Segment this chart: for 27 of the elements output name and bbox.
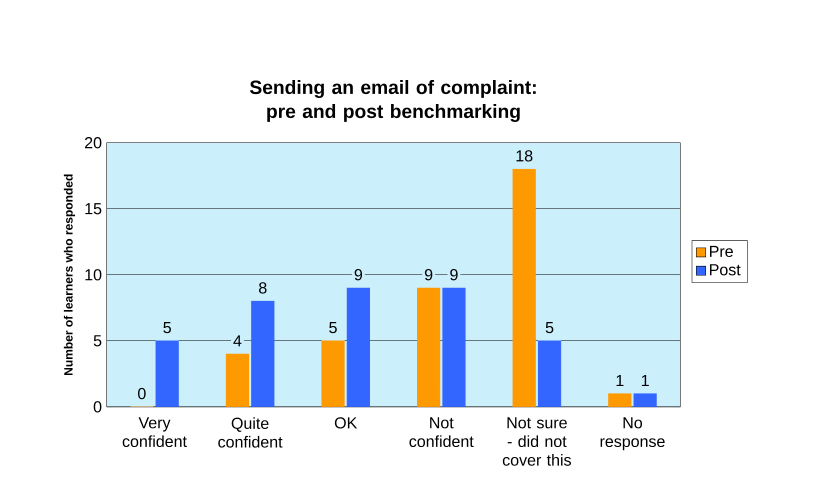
x-tick-label: Not confident <box>409 417 474 447</box>
y-tick-label: 5 <box>94 335 102 346</box>
legend-label: Pre <box>710 246 733 257</box>
y-tick-label: 0 <box>94 401 102 412</box>
x-tick-label: Not sure - did not cover this <box>502 417 571 466</box>
y-axis-title: Number of learners who responded <box>64 174 76 375</box>
data-label: 9 <box>424 268 432 280</box>
legend-label: Post <box>710 264 741 276</box>
data-label: 0 <box>138 388 146 400</box>
data-label: 5 <box>163 322 171 334</box>
x-tick-label: Very confident <box>122 417 187 447</box>
data-label: 1 <box>642 374 649 386</box>
y-tick-label: 10 <box>85 269 102 280</box>
data-label: 4 <box>233 335 242 346</box>
data-label: 8 <box>259 282 267 294</box>
data-label: 5 <box>329 322 337 334</box>
data-label: 9 <box>450 268 458 280</box>
data-label: 18 <box>516 150 532 162</box>
data-label: 1 <box>616 374 624 386</box>
data-label: 5 <box>546 322 554 334</box>
x-tick-label: No response <box>600 417 665 450</box>
data-label: 9 <box>354 268 362 280</box>
x-tick-label: Quite confident <box>218 417 282 448</box>
y-tick-label: 15 <box>85 203 102 214</box>
y-tick-label: 20 <box>84 136 102 148</box>
x-tick-label: OK <box>334 417 358 428</box>
chart-title: Sending an email of complaint: pre and post benchmarking <box>250 80 536 122</box>
